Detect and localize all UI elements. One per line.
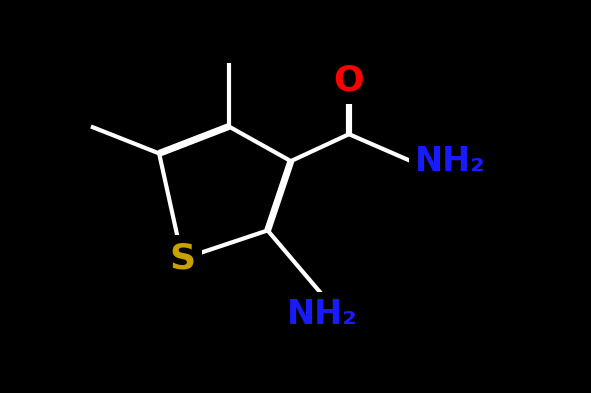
- Text: NH₂: NH₂: [287, 298, 357, 331]
- Text: S: S: [169, 242, 196, 276]
- Text: NH₂: NH₂: [415, 145, 486, 178]
- Text: O: O: [334, 63, 365, 97]
